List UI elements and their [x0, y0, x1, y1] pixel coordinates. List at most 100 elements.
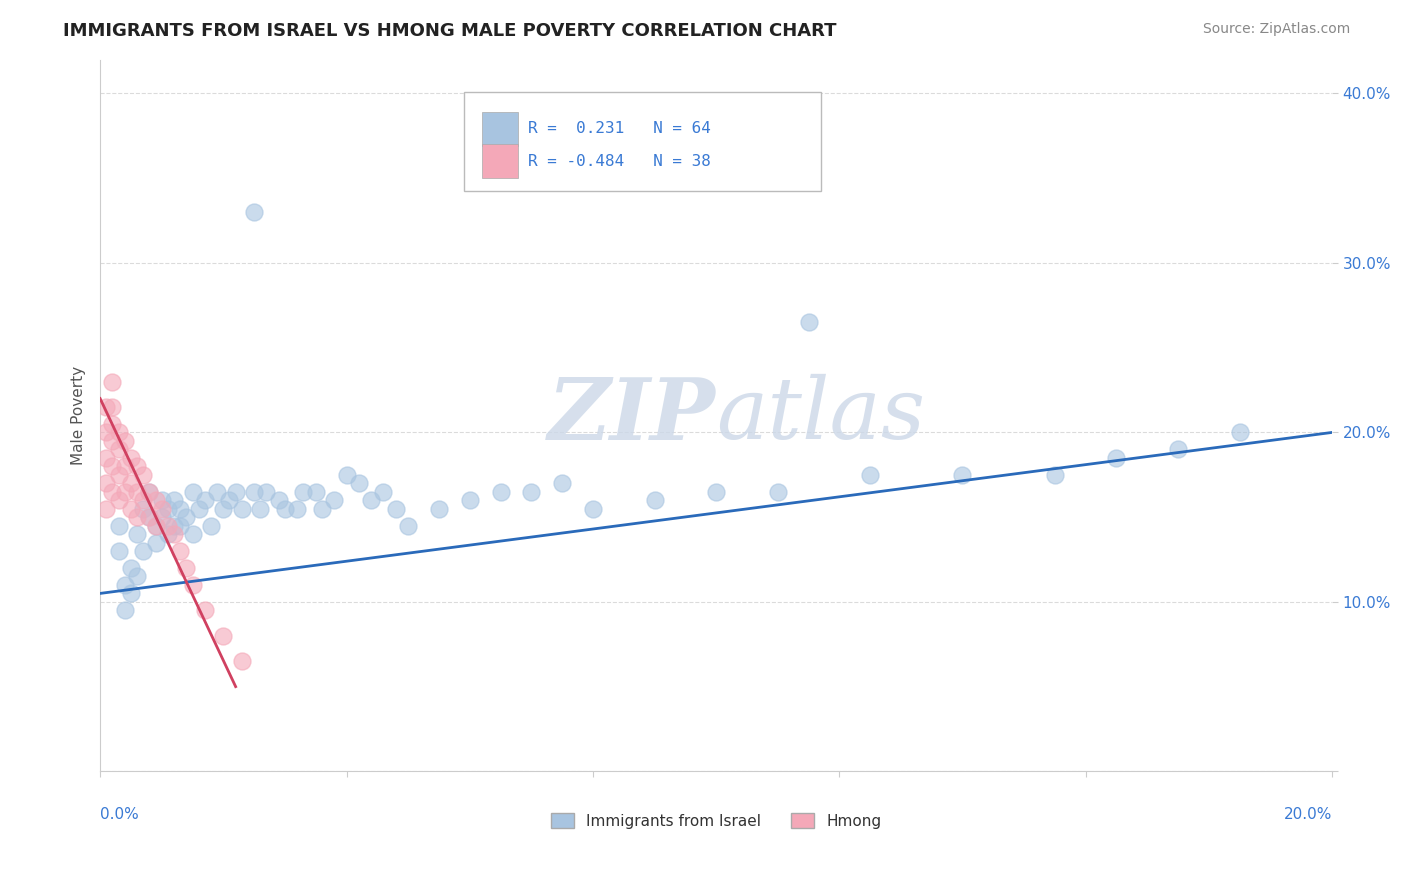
Point — [114, 434, 136, 448]
Point — [427, 501, 450, 516]
Point — [120, 476, 142, 491]
Point — [952, 467, 974, 482]
Point — [373, 484, 395, 499]
Point — [145, 535, 167, 549]
Point — [101, 434, 124, 448]
FancyBboxPatch shape — [482, 144, 517, 178]
Point — [305, 484, 328, 499]
Point — [138, 510, 160, 524]
Point — [150, 493, 173, 508]
Point — [231, 501, 253, 516]
Point — [520, 484, 543, 499]
Point — [156, 518, 179, 533]
Point — [169, 501, 191, 516]
Point — [194, 493, 217, 508]
Point — [107, 442, 129, 457]
Point — [114, 603, 136, 617]
Point — [132, 544, 155, 558]
Point — [127, 527, 149, 541]
Point — [120, 501, 142, 516]
Point — [107, 425, 129, 440]
Point — [169, 544, 191, 558]
Point — [311, 501, 333, 516]
Point — [194, 603, 217, 617]
Point — [644, 493, 666, 508]
Point — [145, 518, 167, 533]
Point — [107, 467, 129, 482]
Point — [127, 484, 149, 499]
Point — [150, 510, 173, 524]
Point — [1229, 425, 1251, 440]
Point — [101, 417, 124, 431]
Point — [582, 501, 605, 516]
Point — [127, 510, 149, 524]
Point — [1043, 467, 1066, 482]
Point — [138, 484, 160, 499]
Y-axis label: Male Poverty: Male Poverty — [72, 366, 86, 465]
Point — [285, 501, 308, 516]
Point — [107, 493, 129, 508]
Point — [274, 501, 297, 516]
Point — [132, 467, 155, 482]
Point — [396, 518, 419, 533]
Point — [107, 544, 129, 558]
Point — [96, 400, 118, 414]
Point — [218, 493, 240, 508]
Point — [96, 476, 118, 491]
Point — [101, 400, 124, 414]
Point — [169, 518, 191, 533]
Point — [323, 493, 346, 508]
Point — [163, 493, 186, 508]
Point — [1105, 450, 1128, 465]
Text: 20.0%: 20.0% — [1284, 807, 1331, 822]
Point — [138, 510, 160, 524]
Point — [551, 476, 574, 491]
Point — [145, 518, 167, 533]
Point — [267, 493, 290, 508]
Point — [127, 569, 149, 583]
Point — [704, 484, 727, 499]
Point — [120, 450, 142, 465]
Point — [96, 450, 118, 465]
Point — [156, 527, 179, 541]
Point — [187, 501, 209, 516]
Point — [132, 493, 155, 508]
Text: Source: ZipAtlas.com: Source: ZipAtlas.com — [1202, 22, 1350, 37]
Point — [114, 484, 136, 499]
Point — [335, 467, 357, 482]
Point — [163, 527, 186, 541]
Point — [347, 476, 370, 491]
Point — [150, 501, 173, 516]
Text: R = -0.484   N = 38: R = -0.484 N = 38 — [527, 153, 710, 169]
Legend: Immigrants from Israel, Hmong: Immigrants from Israel, Hmong — [544, 806, 887, 835]
Point — [176, 510, 198, 524]
Point — [156, 501, 179, 516]
Text: ZIP: ZIP — [548, 374, 716, 458]
FancyBboxPatch shape — [482, 112, 517, 146]
Point — [292, 484, 315, 499]
Point — [243, 484, 266, 499]
Point — [489, 484, 512, 499]
Point — [107, 518, 129, 533]
FancyBboxPatch shape — [464, 92, 821, 191]
Point — [205, 484, 228, 499]
Text: IMMIGRANTS FROM ISRAEL VS HMONG MALE POVERTY CORRELATION CHART: IMMIGRANTS FROM ISRAEL VS HMONG MALE POV… — [63, 22, 837, 40]
Point — [859, 467, 882, 482]
Point — [1167, 442, 1189, 457]
Text: atlas: atlas — [716, 374, 925, 457]
Point — [176, 561, 198, 575]
Point — [120, 561, 142, 575]
Point — [212, 501, 235, 516]
Point — [225, 484, 247, 499]
Point — [120, 586, 142, 600]
Point — [163, 518, 186, 533]
Point — [132, 501, 155, 516]
Point — [101, 375, 124, 389]
Point — [181, 578, 204, 592]
Point — [797, 315, 820, 329]
Point — [256, 484, 278, 499]
Point — [385, 501, 408, 516]
Point — [181, 527, 204, 541]
Point — [181, 484, 204, 499]
Point — [138, 484, 160, 499]
